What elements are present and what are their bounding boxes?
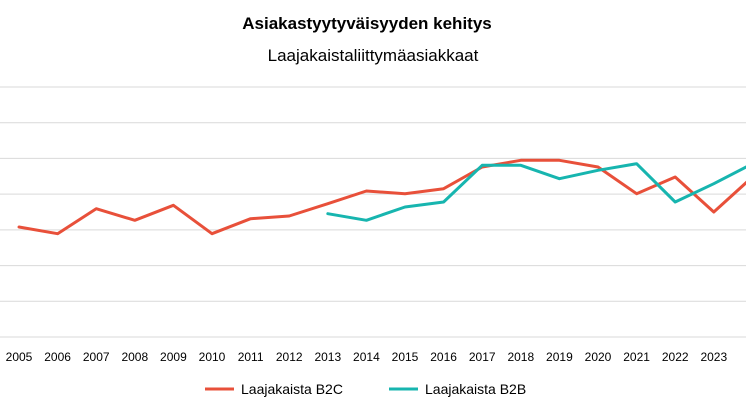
series-line-b2c: [17, 158, 746, 236]
x-tick-label: 2011: [238, 350, 264, 364]
x-tick-label: 2006: [44, 350, 71, 364]
x-tick-label: 2022: [662, 350, 689, 364]
x-tick-label: 2014: [353, 350, 380, 364]
x-tick-label: 2009: [160, 350, 187, 364]
x-tick-label: 2016: [430, 350, 457, 364]
legend-label-b2b: Laajakaista B2B: [425, 381, 526, 397]
series-line-b2b: [326, 162, 746, 222]
chart-title: Asiakastyytyväisyyden kehitys: [242, 14, 492, 33]
x-tick-label: 2018: [507, 350, 534, 364]
x-tick-label: 2005: [6, 350, 33, 364]
x-tick-label: 2008: [121, 350, 148, 364]
x-tick-label: 2023: [700, 350, 727, 364]
x-tick-label: 2021: [623, 350, 650, 364]
series-lines: [17, 158, 746, 236]
x-tick-label: 2020: [585, 350, 612, 364]
legend-label-b2c: Laajakaista B2C: [241, 381, 343, 397]
x-tick-label: 2013: [314, 350, 341, 364]
legend: Laajakaista B2C Laajakaista B2B: [205, 381, 526, 397]
x-tick-label: 2007: [83, 350, 110, 364]
x-tick-label: 2015: [392, 350, 419, 364]
gridlines: [0, 86, 746, 338]
x-tick-label: 2012: [276, 350, 303, 364]
chart-subtitle: Laajakaistaliittymäasiakkaat: [268, 46, 479, 65]
x-tick-label: 2010: [199, 350, 226, 364]
x-axis-ticks: 2005 2006 2007 2008 2009 2010 2011 2012 2013 2014…: [6, 350, 746, 364]
x-tick-label: 2017: [469, 350, 496, 364]
x-tick-label: 2019: [546, 350, 573, 364]
